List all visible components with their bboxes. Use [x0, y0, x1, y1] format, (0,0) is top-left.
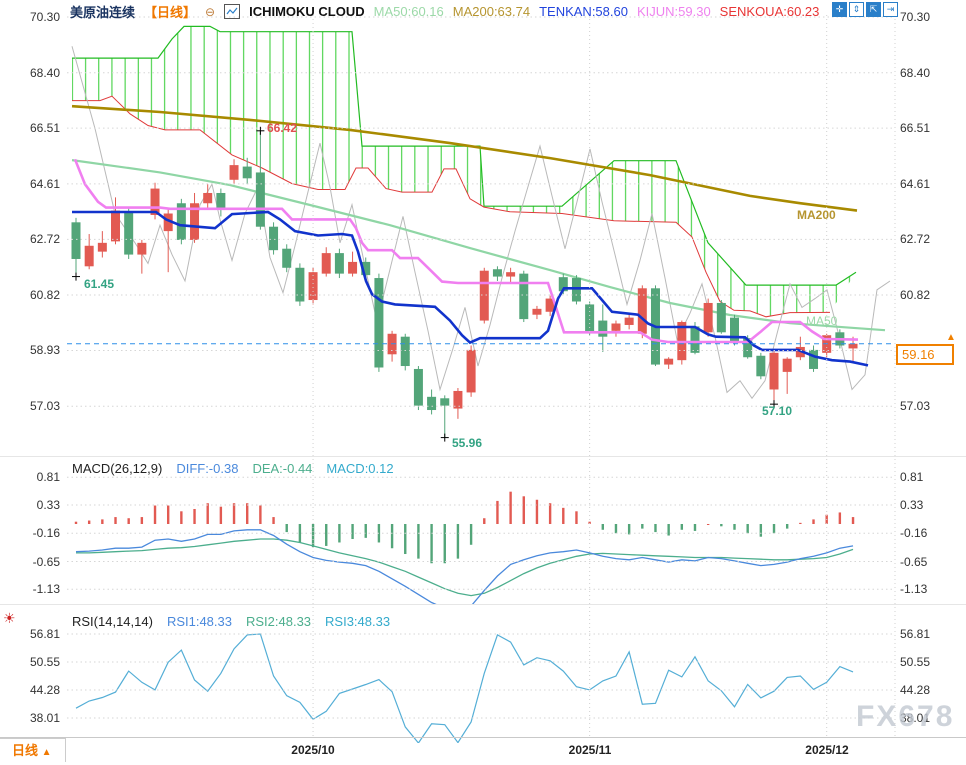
symbol-title: 美原油连续 [70, 5, 136, 20]
indicator-title: ICHIMOKU CLOUD [249, 4, 365, 19]
price-alert-arrow-icon[interactable]: ▲ [946, 332, 956, 343]
left-axis-tick: 0.81 [36, 470, 60, 485]
ma200-line-label: MA200 [797, 208, 836, 222]
watermark: FX678 [856, 700, 955, 733]
right-axis-tick: 0.81 [900, 470, 924, 485]
senkoua-value-label: SENKOUA:60.23 [719, 4, 820, 19]
right-axis-tick: 0.33 [900, 497, 924, 512]
right-axis-tick: 64.61 [900, 176, 931, 191]
ma50-value-label: MA50:60.16 [373, 4, 444, 19]
xaxis-date-nov: 2025/11 [568, 743, 612, 757]
left-axis-tick: -0.65 [32, 554, 60, 569]
low-start-annotation: 61.45 [84, 277, 115, 291]
sun-icon[interactable]: ☀ [3, 610, 16, 626]
right-axis-tick: 70.30 [900, 10, 931, 24]
left-axis-tick: 0.33 [36, 497, 60, 512]
ma200-value-label: MA200:63.74 [452, 4, 531, 19]
rsi1-label: RSI1:48.33 [166, 614, 232, 629]
xaxis-date-dec: 2025/12 [805, 743, 849, 757]
period-up-arrow-icon: ▲ [41, 747, 52, 758]
price-scale-icon[interactable]: ⇕ [849, 2, 864, 17]
kijun-value-label: KIJUN:59.30 [636, 4, 711, 19]
left-axis-tick: 68.40 [29, 65, 60, 80]
right-axis-tick: 68.40 [900, 65, 931, 80]
chart-toolbar: ✛ ⇕ ⇱ ⇥ [832, 2, 898, 17]
high-annotation: 66.42 [267, 121, 298, 135]
rsi2-label: RSI2:48.33 [245, 614, 312, 629]
macd-header: MACD(26,12,9) DIFF:-0.38 DEA:-0.44 MACD:… [72, 461, 394, 476]
left-axis-tick: 44.28 [29, 682, 60, 697]
tenkan-value-label: TENKAN:58.60 [539, 4, 628, 19]
low-min-annotation: 55.96 [452, 436, 483, 450]
collapse-pane-icon[interactable]: ⇥ [883, 2, 898, 17]
right-axis-tick: 62.72 [900, 232, 931, 247]
left-axis-tick: 70.30 [29, 10, 60, 24]
period-selector-label: 日线 [12, 743, 39, 758]
left-axis-tick: -0.16 [32, 526, 60, 541]
left-axis-tick: 56.81 [29, 627, 60, 641]
collapse-circle-icon[interactable]: ⊖ [205, 4, 216, 19]
last-price-tag[interactable]: 59.16 [896, 344, 954, 365]
right-axis-tick: -1.13 [900, 582, 928, 597]
xaxis-date-oct: 2025/10 [291, 743, 335, 757]
period-selector[interactable]: 日线 ▲ [0, 738, 66, 762]
macd-rsi-divider [0, 604, 966, 605]
macd-diff-label: DIFF:-0.38 [176, 461, 239, 476]
period-tag[interactable]: 【日线】 [144, 5, 197, 20]
left-axis-tick: 58.93 [29, 343, 60, 358]
chart-header: 美原油连续 【日线】 ⊖ ICHIMOKU CLOUD MA50:60.16 M… [70, 2, 819, 21]
main-macd-divider [0, 456, 966, 457]
rsi3-label: RSI3:48.33 [325, 614, 391, 629]
right-axis-tick: 38.01 [900, 710, 931, 725]
low-nov-annotation: 57.10 [762, 404, 793, 418]
ma50-line-label: MA50 [806, 314, 838, 328]
right-axis-tick: -0.65 [900, 554, 928, 569]
right-axis-tick: 56.81 [900, 627, 931, 641]
pan-icon[interactable]: ✛ [832, 2, 847, 17]
macd-dea-label: DEA:-0.44 [252, 461, 313, 476]
xaxis-divider [0, 737, 966, 738]
right-axis-tick: 44.28 [900, 682, 931, 697]
right-axis-tick: 50.55 [900, 654, 931, 669]
left-axis-tick: 62.72 [29, 232, 60, 247]
left-axis-tick: 57.03 [29, 399, 60, 414]
left-axis-tick: 66.51 [29, 121, 60, 136]
left-axis-tick: 50.55 [29, 654, 60, 669]
right-axis-tick: 66.51 [900, 121, 931, 136]
right-axis-tick: 57.03 [900, 399, 931, 414]
left-axis-tick: 38.01 [29, 710, 60, 725]
rsi-title: RSI(14,14,14) [72, 614, 153, 629]
macd-title: MACD(26,12,9) [72, 461, 163, 476]
left-axis-tick: 64.61 [29, 176, 60, 191]
rsi-header: RSI(14,14,14) RSI1:48.33 RSI2:48.33 RSI3… [72, 614, 390, 629]
macd-value-label: MACD:0.12 [326, 461, 394, 476]
left-axis-tick: -1.13 [32, 582, 60, 597]
right-axis-tick: -0.16 [900, 526, 928, 541]
right-axis-tick: 60.82 [900, 288, 931, 303]
chart-icon [224, 4, 241, 19]
auto-fit-icon[interactable]: ⇱ [866, 2, 881, 17]
left-axis-tick: 60.82 [29, 288, 60, 303]
